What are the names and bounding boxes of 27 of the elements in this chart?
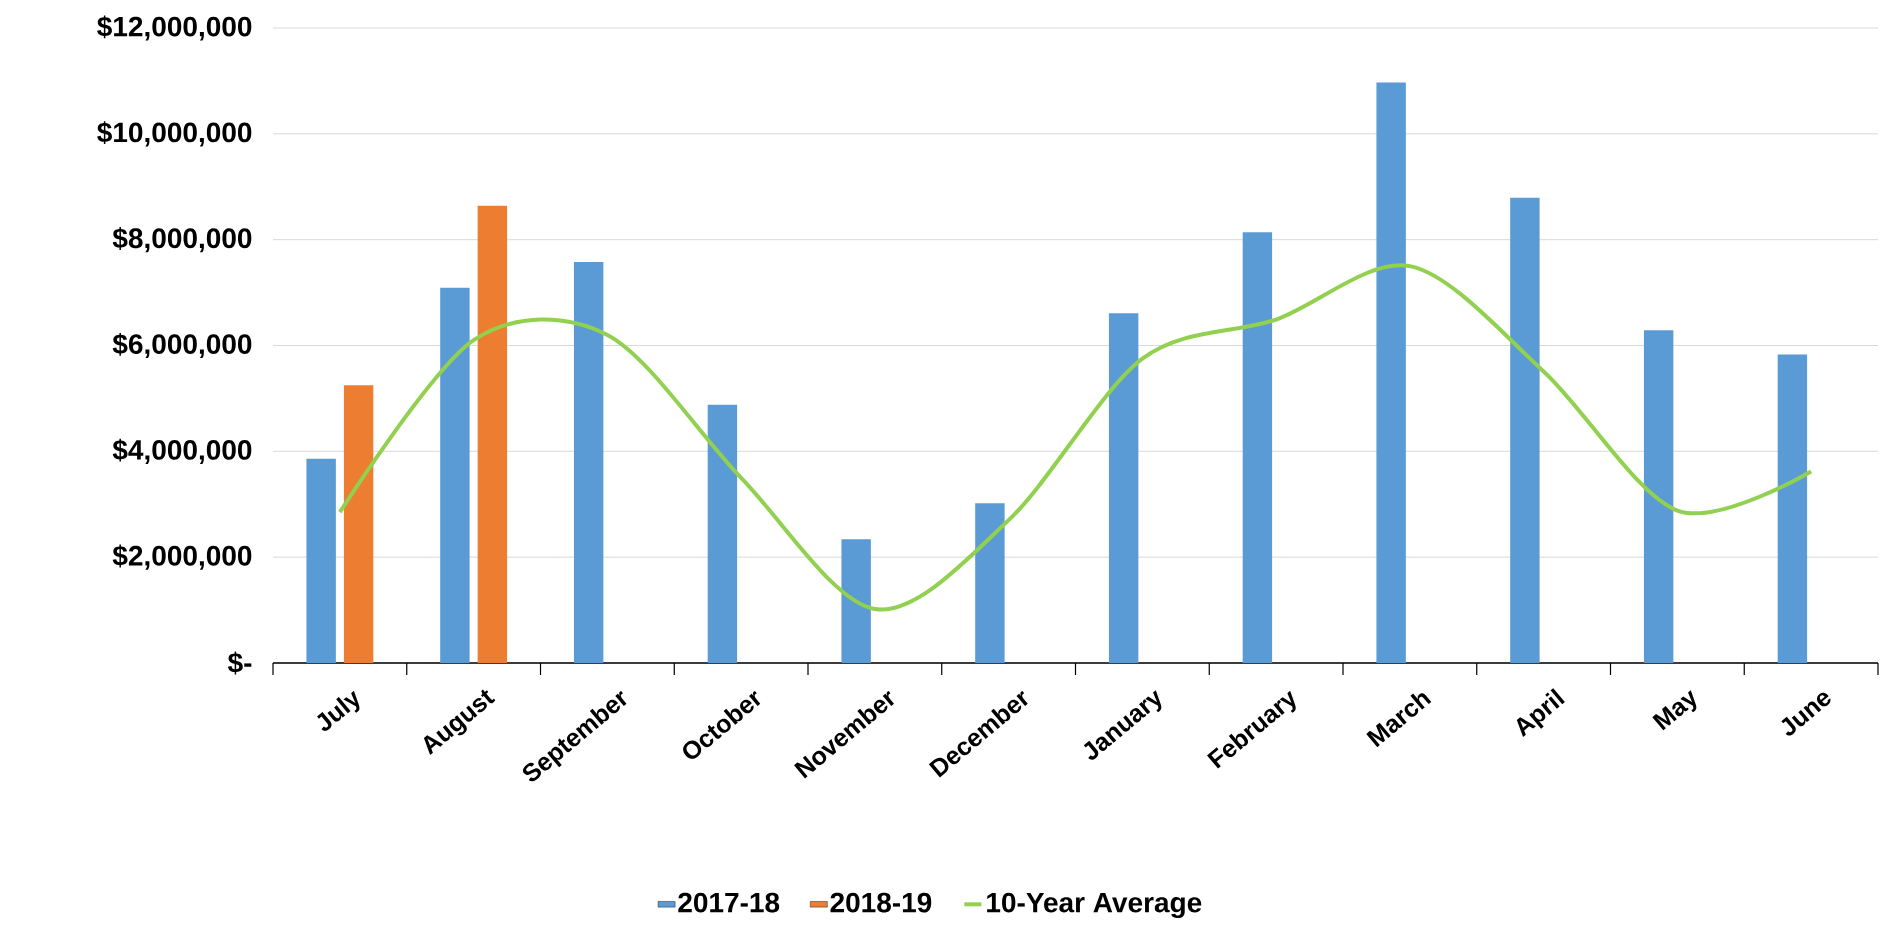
y-tick-label: $10,000,000: [97, 121, 252, 147]
legend-label: 10-Year Average: [987, 892, 1202, 919]
bar: [1376, 82, 1406, 663]
bar: [573, 261, 604, 663]
bar: [440, 287, 470, 663]
bar: [477, 205, 508, 663]
y-tick-label: $6,000,000: [112, 332, 252, 359]
legend-label: 2017-18: [678, 892, 780, 913]
bar: [1510, 197, 1540, 663]
bar: [1242, 232, 1273, 663]
bar: [1643, 330, 1674, 663]
bar: [1108, 313, 1139, 663]
y-tick-label: $12,000,000: [97, 15, 252, 41]
bar: [306, 458, 336, 663]
x-tick-label: July: [317, 690, 360, 731]
legend-label: 2018-19: [830, 892, 932, 913]
bar: [1777, 354, 1808, 663]
bar: [975, 503, 1005, 663]
y-tick-label: $4,000,000: [112, 438, 252, 464]
bar: [841, 539, 871, 663]
bar: [707, 404, 738, 663]
y-tick-label: $-: [227, 651, 252, 675]
bar: [343, 385, 374, 663]
line-series: [337, 263, 1814, 612]
y-tick-label: $2,000,000: [112, 544, 252, 570]
y-tick-label: $8,000,000: [112, 227, 252, 253]
x-tick-label: May: [1652, 690, 1697, 731]
